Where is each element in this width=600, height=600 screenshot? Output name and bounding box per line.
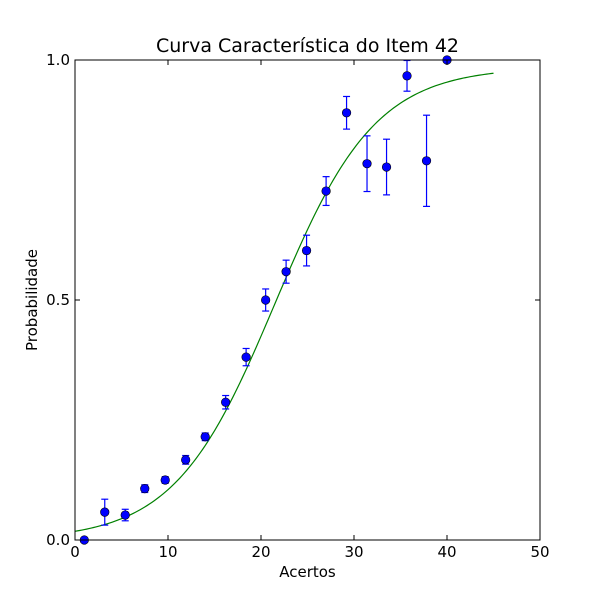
- x-tick-label: 50: [530, 543, 549, 561]
- x-tick-label: 40: [437, 543, 456, 561]
- x-tick-label: 20: [251, 543, 270, 561]
- data-point: [362, 159, 372, 169]
- y-tick-label: 0.5: [46, 291, 70, 309]
- data-point: [200, 432, 210, 442]
- data-point: [181, 455, 191, 465]
- x-tick-label: 0: [70, 543, 80, 561]
- fitted-curve: [74, 72, 494, 532]
- x-axis-label: Acertos: [279, 563, 336, 581]
- x-tick-label: 30: [344, 543, 363, 561]
- data-point: [341, 108, 352, 118]
- data-point: [301, 245, 312, 256]
- data-point: [321, 186, 331, 196]
- y-tick-label: 1.0: [46, 51, 70, 69]
- data-point: [261, 295, 271, 305]
- chart-title: Curva Característica do Item 42: [156, 35, 459, 57]
- data-point: [281, 267, 291, 277]
- data-point: [241, 352, 251, 362]
- data-point: [100, 507, 110, 517]
- data-point: [120, 510, 130, 520]
- data-point: [140, 484, 150, 494]
- x-tick-label: 10: [158, 543, 177, 561]
- data-point: [402, 71, 412, 81]
- data-point: [381, 162, 392, 172]
- plot-frame: [74, 59, 541, 541]
- plot-area: [74, 55, 494, 545]
- y-axis: 0.0 0.5 1.0: [46, 51, 540, 549]
- data-point: [160, 475, 170, 485]
- y-axis-label: Probabilidade: [23, 249, 41, 351]
- data-point: [221, 397, 231, 407]
- y-tick-label: 0.0: [46, 531, 70, 549]
- data-point: [421, 156, 432, 166]
- x-axis: 0 10 20 30 40 50: [70, 60, 550, 561]
